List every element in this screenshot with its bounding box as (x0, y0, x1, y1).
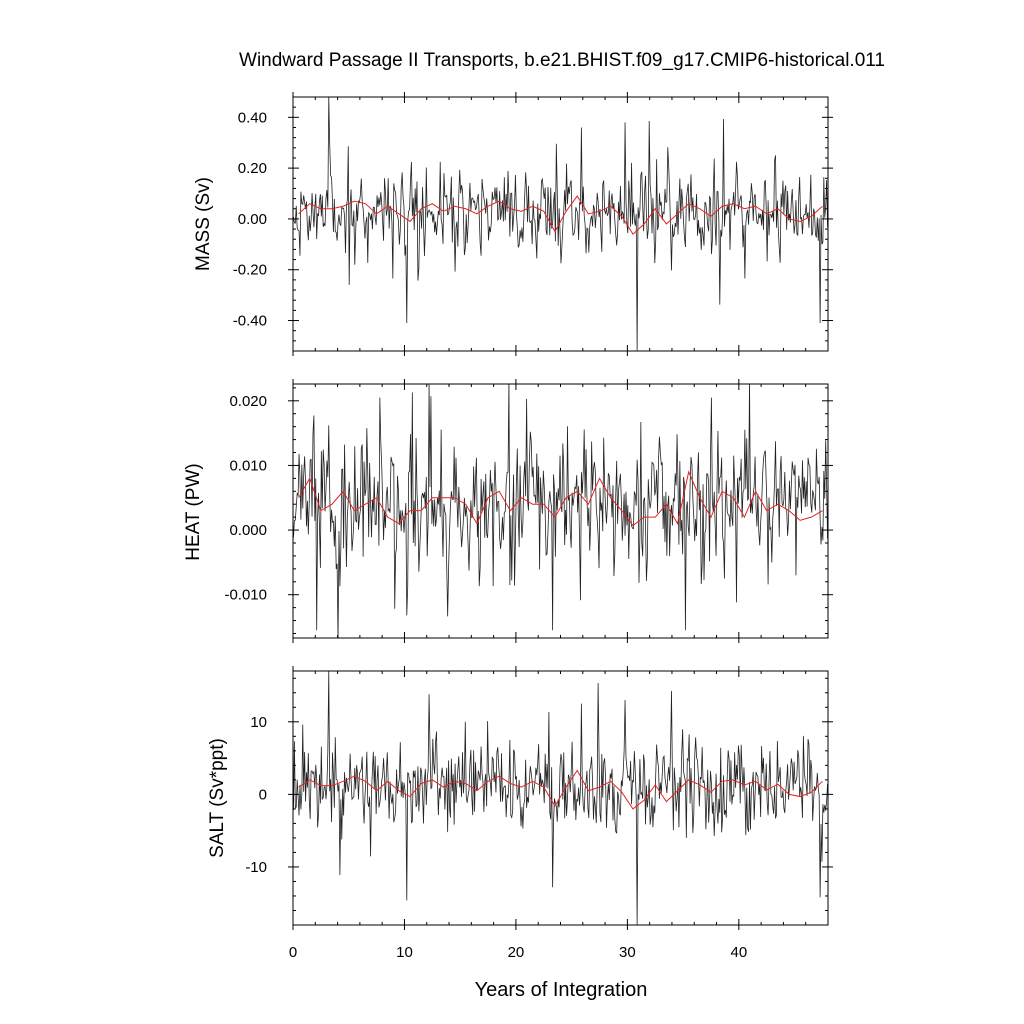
plot-frame (292, 670, 829, 926)
salt-panel: 0 10 20 30 40 -10 0 10 (245, 666, 833, 961)
heat-monthly-series-line (293, 384, 828, 638)
salt-y-axis-label: SALT (Sv*ppt) (207, 738, 228, 858)
x-axis-label: Years of Integration (475, 979, 648, 1001)
y-tick-label: -0.010 (224, 587, 267, 604)
x-tick-label: 30 (619, 944, 636, 961)
y-tick-label: -0.20 (233, 262, 267, 279)
x-tick-label: 40 (730, 944, 747, 961)
heat-y-axis-label: HEAT (PW) (183, 463, 204, 560)
plot-frame (292, 96, 829, 352)
heat-panel: -0.010 0.000 0.010 0.020 (224, 379, 833, 643)
y-tick-label: 10 (250, 714, 267, 731)
y-tick-label: 0 (259, 786, 267, 803)
chart-title: Windward Passage II Transports, b.e21.BH… (239, 50, 885, 71)
y-tick-label: 0.000 (229, 522, 267, 539)
mass-panel: -0.40 -0.20 0.00 0.20 0.40 (233, 92, 833, 356)
x-tick-label: 10 (396, 944, 413, 961)
salt-annual-mean-line (298, 769, 823, 810)
x-tick-label: 20 (508, 944, 525, 961)
mass-y-axis-label: MASS (Sv) (193, 177, 214, 271)
y-tick-label: 0.00 (238, 211, 267, 228)
y-tick-label: -0.40 (233, 313, 267, 330)
y-tick-label: 0.010 (229, 457, 267, 474)
mass-monthly-series-line (293, 97, 828, 351)
x-tick-label: 0 (289, 944, 297, 961)
heat-annual-mean-line (298, 470, 823, 527)
salt-monthly-series-line (293, 671, 828, 925)
y-tick-label: 0.020 (229, 393, 267, 410)
mass-annual-mean-line (298, 195, 823, 235)
y-tick-label: 0.40 (238, 109, 267, 126)
y-tick-label: -10 (245, 859, 267, 876)
y-tick-label: 0.20 (238, 160, 267, 177)
